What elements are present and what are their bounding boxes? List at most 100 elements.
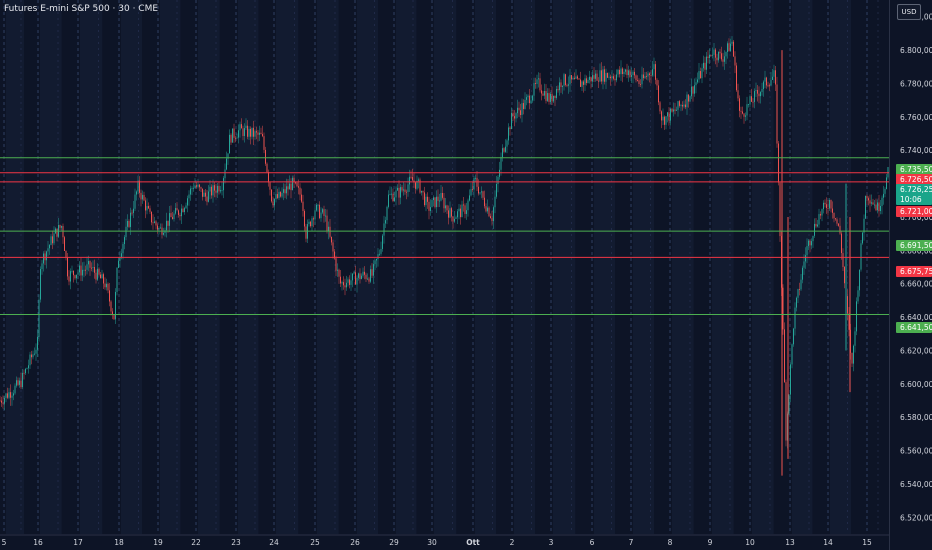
candle-body [521, 103, 523, 116]
candle-body [269, 182, 271, 190]
candle-body [670, 108, 671, 121]
session-band [160, 0, 181, 534]
candle-body [853, 345, 854, 364]
candle-body [758, 93, 760, 97]
candle-body [653, 64, 655, 70]
candle-body [667, 112, 668, 117]
session-band [514, 0, 535, 534]
time-tick-label: 22 [191, 538, 201, 547]
candle-body [89, 261, 91, 268]
candle-body [376, 258, 377, 261]
candle-body [256, 131, 257, 133]
candle-body [571, 75, 572, 80]
candle-body [743, 113, 745, 117]
candle-body [212, 185, 214, 196]
candle-body [790, 364, 791, 395]
time-tick-label: 9 [708, 538, 713, 547]
candle-body [49, 245, 50, 249]
candle-body [535, 83, 536, 84]
candle-body [703, 62, 704, 69]
candle-body [880, 206, 881, 212]
candle-body [91, 267, 92, 269]
candle-body [548, 93, 550, 102]
candle-body [770, 79, 772, 86]
session-band [830, 0, 851, 534]
candle-body [629, 70, 631, 78]
candle-body [772, 76, 773, 80]
candle-body [586, 78, 587, 84]
candle-body [388, 194, 389, 207]
candle-body [575, 76, 577, 79]
candle-body [259, 132, 260, 135]
candle-body [449, 208, 451, 218]
candle-body [848, 313, 850, 330]
candle-body [38, 299, 40, 337]
candle-body [824, 202, 826, 205]
candle-body [623, 71, 625, 75]
candle-body [290, 183, 292, 191]
candle-body [452, 216, 454, 222]
candle-body [646, 76, 647, 77]
time-tick-label: Ott [466, 538, 480, 547]
candle-body [883, 193, 884, 198]
candle-body [557, 89, 559, 91]
candle-body [128, 220, 130, 227]
candle-body [115, 291, 116, 320]
candle-body [397, 187, 398, 191]
candle-body [220, 190, 221, 192]
candle-body [866, 195, 868, 199]
candle-body [53, 233, 55, 244]
currency-button[interactable]: USD [897, 4, 921, 20]
candle-body [34, 353, 35, 355]
candle-body [514, 116, 515, 119]
candle-body [235, 137, 236, 139]
candle-body [211, 186, 212, 196]
candle-body [580, 79, 581, 87]
session-band [752, 0, 774, 534]
candle-body [121, 253, 122, 257]
candle-body [326, 215, 328, 232]
candle-body [56, 228, 58, 237]
candle-body [734, 56, 736, 66]
level-price-label: 6.726,50 [900, 175, 932, 184]
session-band [121, 0, 142, 534]
candle-body [517, 107, 518, 114]
candle-body [358, 273, 359, 278]
candle-body [635, 75, 637, 81]
candle-body [262, 134, 263, 137]
candle-body [196, 185, 197, 187]
candle-body [20, 380, 22, 388]
candle-body [857, 290, 859, 302]
candle-body [349, 279, 350, 285]
candle-body [547, 93, 548, 101]
candle-body [587, 79, 589, 84]
candle-body [821, 209, 823, 216]
last-price-label: 6.726,25 [900, 185, 932, 194]
candle-body [605, 73, 607, 82]
level-price-label: 6.735,50 [900, 165, 932, 174]
candle-body [268, 171, 269, 183]
candle-body [86, 264, 88, 270]
candle-body [730, 43, 731, 52]
candle-body [697, 79, 698, 83]
candle-body [803, 261, 805, 268]
candle-body [872, 202, 874, 205]
candle-body [350, 280, 352, 285]
candle-body [592, 75, 593, 82]
candle-body [313, 218, 314, 220]
candle-body [494, 196, 496, 208]
candle-body [595, 73, 596, 79]
candle-body [568, 84, 569, 86]
candle-body [419, 179, 421, 193]
candle-body [490, 216, 491, 219]
level-price-label: 6.641,50 [900, 323, 932, 332]
candle-body [545, 91, 547, 101]
candle-body [314, 210, 316, 220]
candle-body [641, 74, 643, 85]
candle-body [185, 205, 187, 209]
candle-body [833, 212, 835, 219]
candle-body [671, 108, 673, 112]
candle-body [599, 70, 601, 82]
candle-body [379, 253, 380, 255]
